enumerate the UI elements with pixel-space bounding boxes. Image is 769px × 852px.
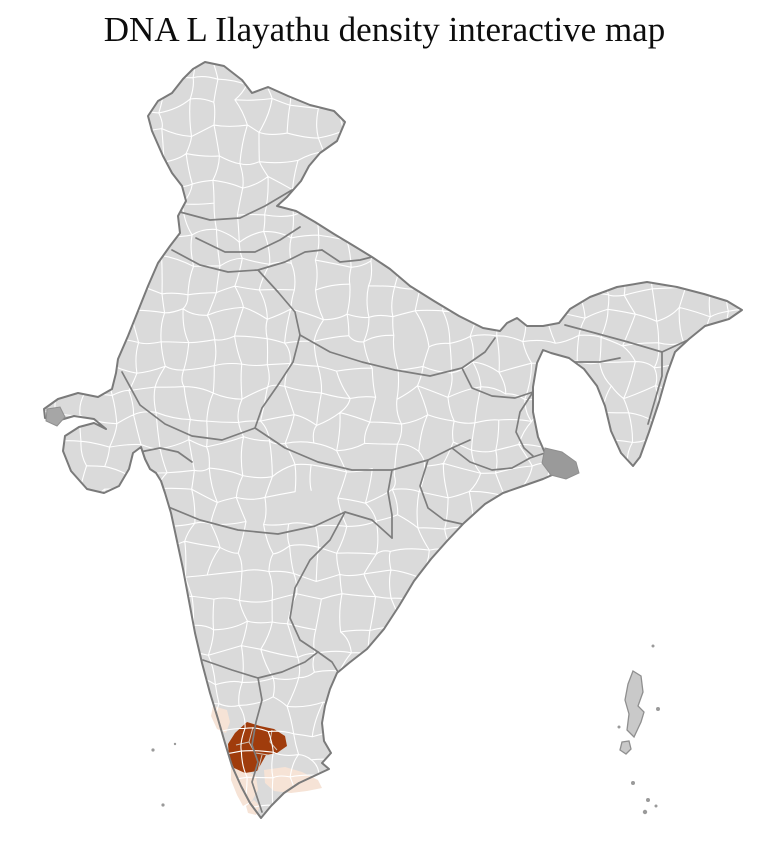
small-island-dot [646,798,650,802]
state-border-line [564,324,689,353]
state-border-line [451,447,546,471]
state-border-line [515,391,534,457]
india-outline [43,61,743,819]
state-border-line [461,367,534,399]
national-outline [43,61,743,819]
small-island-dot [651,644,655,648]
delta-patch [541,447,580,480]
state-border-line [647,351,663,425]
state-border-line [251,677,263,813]
high-density-district-divider [255,752,269,756]
state-border-line [179,189,293,221]
island-chains[interactable] [151,644,660,815]
small-island-dot [151,748,155,752]
state-border-line [321,249,373,263]
small-island-dot [631,781,635,785]
small-island-dot [161,803,165,807]
low-density-district[interactable] [264,767,322,793]
small-island-dot [642,809,648,815]
map-title: DNA L Ilayathu density interactive map [103,10,666,49]
marsh-islet [45,406,66,427]
state-border-line [299,334,496,377]
andaman-round-island[interactable] [619,740,632,755]
small-island-dot [617,725,621,729]
state-border-line [317,651,339,673]
andaman-main-island[interactable] [624,670,645,739]
state-border-line [254,269,301,429]
small-island-dot [173,742,177,746]
high-density-district-divider [257,754,263,771]
state-border-line [195,226,301,253]
state-border-line [139,447,193,463]
high-density-district-divider [269,729,278,751]
high-density-district-divider [235,741,250,746]
state-border-line [419,459,463,525]
small-island-dot [654,804,658,808]
state-border-line [289,511,346,653]
state-border-line [387,469,393,539]
state-border-line [121,371,256,441]
state-border-line [202,651,319,679]
state-borders [121,189,689,813]
state-border-line [254,427,471,471]
small-island-dot [656,707,660,711]
delta-and-marsh-patches [45,406,580,480]
state-border-line [165,505,393,539]
